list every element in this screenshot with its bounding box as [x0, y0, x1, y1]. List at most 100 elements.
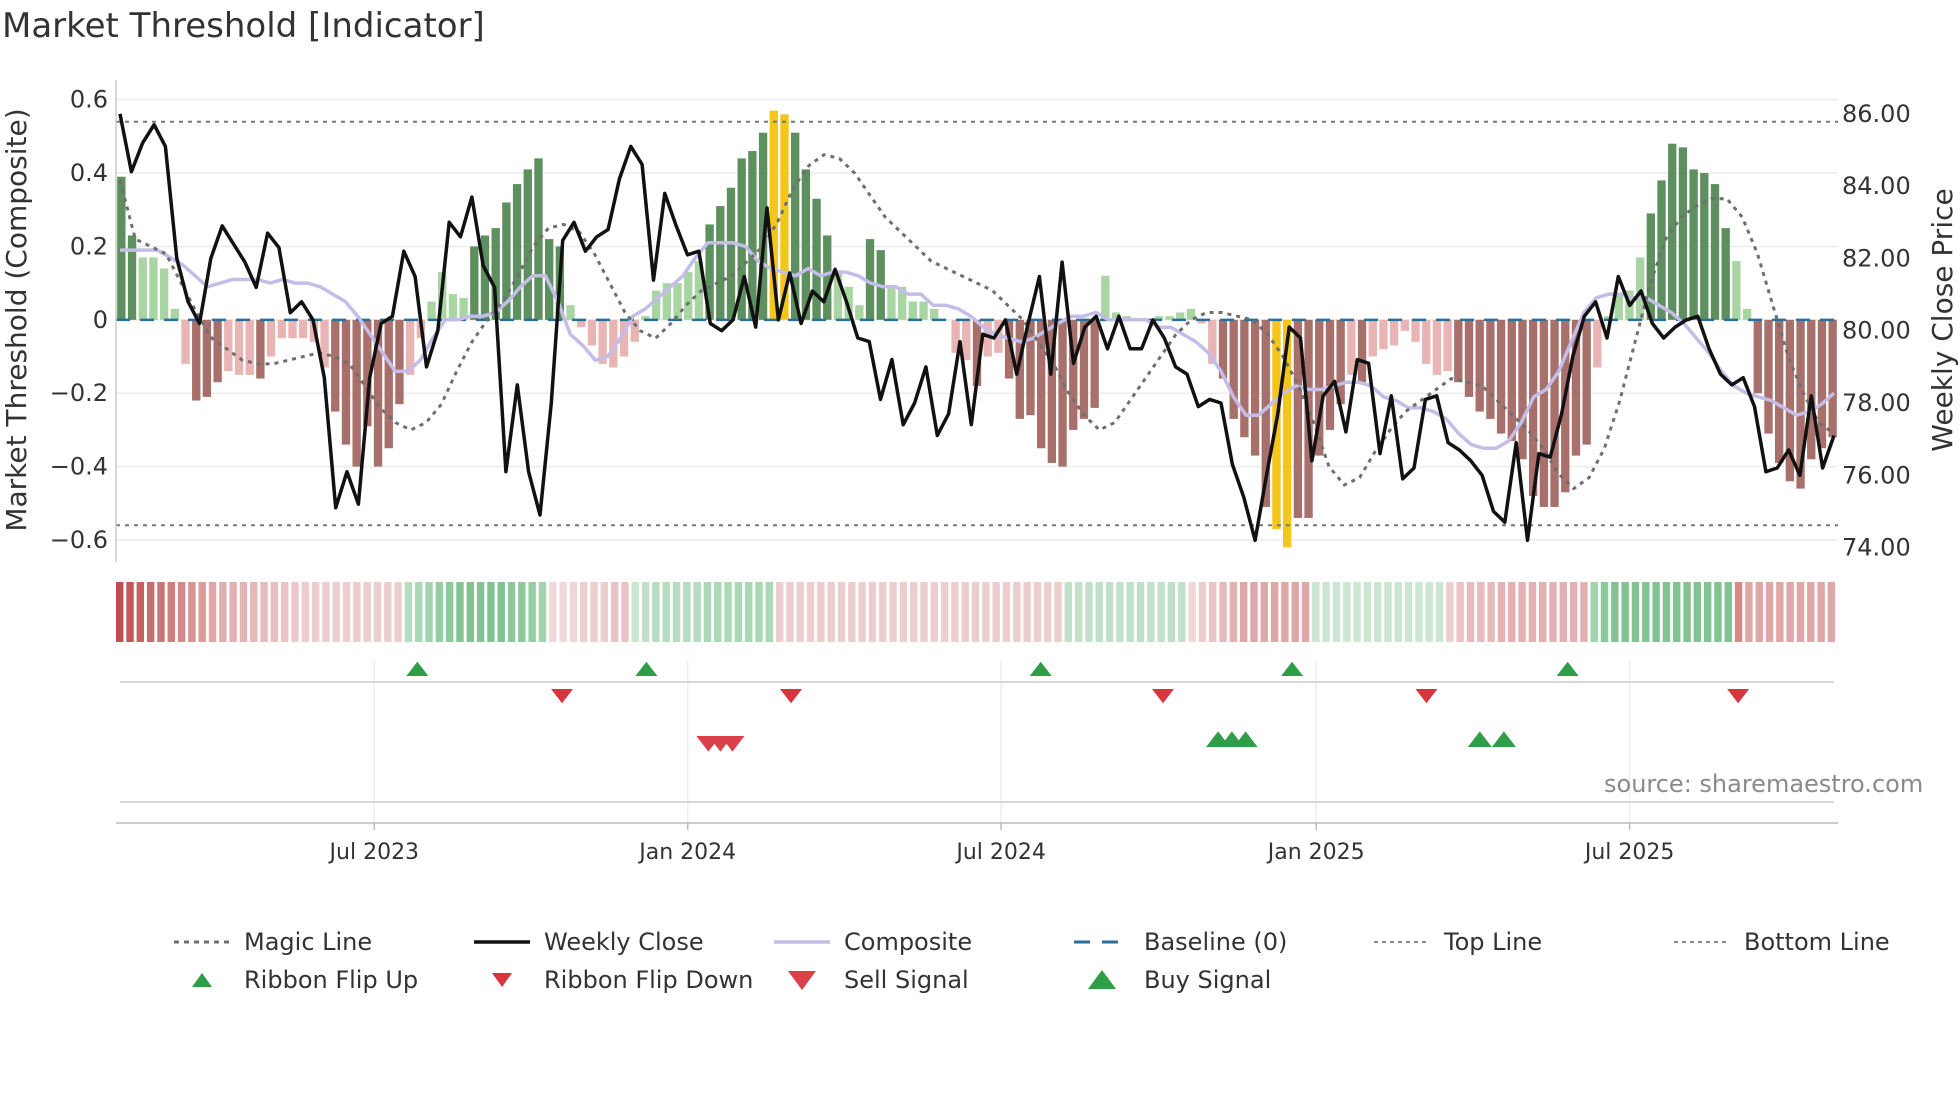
ribbon-cell	[1745, 582, 1753, 642]
ribbon-cell	[466, 582, 475, 642]
composite-bar	[716, 206, 725, 320]
ribbon-cell	[1714, 582, 1722, 642]
composite-bar	[138, 257, 147, 320]
composite-bar	[1208, 319, 1217, 364]
ribbon-cell	[1600, 582, 1609, 642]
composite-bar	[1069, 319, 1078, 430]
composite-bar	[694, 261, 704, 320]
ribbon-cell	[693, 582, 701, 642]
ribbon-cell	[1559, 582, 1568, 642]
composite-bar	[352, 319, 361, 467]
y-tick-label: −0.2	[50, 379, 108, 407]
y-tick-label: 0.6	[70, 86, 108, 114]
composite-bar	[192, 319, 201, 401]
composite-bar	[983, 319, 992, 357]
composite-bar	[373, 319, 383, 467]
ribbon-cell	[982, 582, 990, 642]
x-tick-label: Jan 2025	[1266, 840, 1365, 865]
composite-bar	[1475, 319, 1484, 412]
ribbon-cell	[456, 582, 464, 642]
composite-bar	[962, 319, 971, 361]
ribbon-cell	[1219, 582, 1227, 642]
ribbon-cell	[1373, 582, 1382, 642]
composite-bar	[1283, 319, 1292, 548]
legend-item-ribbon-flip-up[interactable]: Ribbon Flip Up	[172, 962, 418, 998]
ribbon-cell	[724, 582, 732, 642]
ribbon-cell	[126, 582, 134, 642]
composite-bar	[234, 319, 244, 375]
composite-bar	[855, 305, 864, 320]
legend-item-ribbon-flip-down[interactable]: Ribbon Flip Down	[472, 962, 753, 998]
legend-composite-swatch	[774, 940, 830, 944]
legend-weekly-close-swatch	[474, 940, 530, 944]
composite-bar	[202, 319, 212, 397]
magic-line	[118, 153, 1835, 491]
ribbon-cell	[1611, 582, 1619, 642]
y2-tick-label: 76.00	[1842, 461, 1911, 489]
composite-bar	[1400, 319, 1409, 331]
ribbon-cell	[1477, 582, 1485, 642]
composite-bar	[630, 319, 639, 342]
ribbon-cell	[1002, 582, 1011, 642]
composite-bar	[341, 319, 351, 445]
ribbon-cell	[775, 582, 784, 642]
ribbon-cell	[1095, 582, 1103, 642]
composite-bar	[277, 319, 286, 339]
ribbon-cell	[786, 582, 794, 642]
ribbon-cell	[1116, 582, 1124, 642]
composite-bar	[320, 319, 329, 368]
y-axis-title: Market Threshold (Composite)	[0, 108, 33, 531]
composite-bar	[865, 239, 875, 320]
legend-item-buy-signal[interactable]: Buy Signal	[1072, 962, 1271, 998]
legend-label: Top Line	[1444, 928, 1543, 956]
composite-bar	[1539, 319, 1549, 507]
ribbon-cell	[951, 582, 959, 642]
composite-bar	[1058, 319, 1067, 467]
composite-bar	[833, 272, 843, 320]
ribbon-flip-down-marker	[1151, 689, 1174, 704]
composite-bar	[523, 169, 532, 320]
ribbon-cell	[1322, 582, 1330, 642]
composite-bar	[1689, 169, 1698, 320]
ribbon-cell	[1796, 582, 1805, 642]
legend-item-composite[interactable]: Composite	[772, 924, 972, 960]
composite-bar	[1496, 319, 1506, 434]
composite-bar	[587, 319, 597, 346]
composite-bar	[170, 308, 179, 320]
ribbon-cell	[507, 582, 516, 642]
ribbon-cell	[1652, 582, 1660, 642]
weekly-close-line	[118, 113, 1836, 543]
legend-item-bottom-line[interactable]: Bottom Line	[1672, 924, 1890, 960]
composite-bar	[1796, 319, 1805, 489]
composite-bar	[1561, 319, 1570, 493]
composite-bar	[266, 319, 276, 357]
composite-bar	[1603, 316, 1613, 320]
y-tick-label: −0.4	[50, 453, 108, 481]
legend-item-baseline[interactable]: Baseline (0)	[1072, 924, 1287, 960]
legend-item-magic-line[interactable]: Magic Line	[172, 924, 372, 960]
ribbon-cell	[992, 582, 1000, 642]
ribbon-cell	[270, 582, 279, 642]
ribbon-cell	[744, 582, 753, 642]
legend-item-top-line[interactable]: Top Line	[1372, 924, 1542, 960]
ribbon-cell	[229, 582, 237, 642]
y2-tick-label: 84.00	[1842, 172, 1911, 200]
composite-bar	[1197, 319, 1206, 324]
composite-bar	[491, 228, 500, 320]
ribbon-cell	[332, 582, 340, 642]
ribbon-cell	[250, 582, 258, 642]
composite-bar	[224, 319, 233, 372]
ribbon-cell	[1281, 582, 1289, 642]
legend-item-sell-signal[interactable]: Sell Signal	[772, 962, 969, 998]
ribbon-cell	[353, 582, 361, 642]
ribbon-cell	[476, 582, 485, 642]
ribbon-cell	[1301, 582, 1310, 642]
legend-item-weekly-close[interactable]: Weekly Close	[472, 924, 704, 960]
composite-bar	[1218, 319, 1228, 379]
ribbon-cell	[569, 582, 578, 642]
composite-bar	[288, 319, 297, 339]
ribbon-cell	[528, 582, 536, 642]
ribbon-cell	[1178, 582, 1186, 642]
ribbon-cell	[1569, 582, 1578, 642]
ribbon-cell	[1456, 582, 1464, 642]
